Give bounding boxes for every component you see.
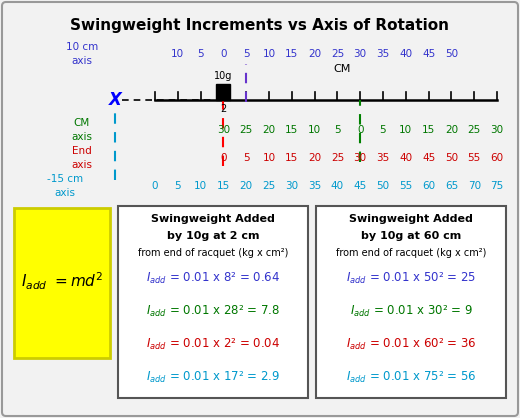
Text: 10 cm
axis: 10 cm axis xyxy=(66,42,98,66)
Text: $\mathit{I}_{add}$ $= md^2$: $\mathit{I}_{add}$ $= md^2$ xyxy=(21,270,103,292)
Text: 0: 0 xyxy=(152,181,158,191)
Text: 25: 25 xyxy=(331,49,344,59)
Text: 20: 20 xyxy=(240,181,253,191)
Text: Swingweight Added: Swingweight Added xyxy=(349,214,473,224)
Text: 15: 15 xyxy=(422,125,435,135)
Text: 20: 20 xyxy=(445,125,458,135)
Text: $\mathit{I}_{add}$ = 0.01 x 50² = 25: $\mathit{I}_{add}$ = 0.01 x 50² = 25 xyxy=(346,271,476,286)
Text: 30: 30 xyxy=(285,181,298,191)
Text: by 10g at 60 cm: by 10g at 60 cm xyxy=(361,231,461,241)
Text: 45: 45 xyxy=(422,49,435,59)
Text: 15: 15 xyxy=(285,125,298,135)
Text: 50: 50 xyxy=(445,49,458,59)
Text: 30: 30 xyxy=(490,125,503,135)
Text: 25: 25 xyxy=(467,125,481,135)
Text: 55: 55 xyxy=(467,153,481,163)
Text: 70: 70 xyxy=(467,181,481,191)
Text: X: X xyxy=(109,91,122,109)
Text: CM
axis: CM axis xyxy=(72,118,93,142)
Text: 30: 30 xyxy=(354,153,367,163)
Text: 50: 50 xyxy=(445,153,458,163)
Text: 10: 10 xyxy=(399,125,412,135)
Text: 30: 30 xyxy=(217,125,230,135)
Text: $\mathit{I}_{add}$ = 0.01 x 60² = 36: $\mathit{I}_{add}$ = 0.01 x 60² = 36 xyxy=(346,337,476,352)
Text: 5: 5 xyxy=(334,125,341,135)
Text: 5: 5 xyxy=(175,181,181,191)
Text: $\mathit{I}_{add}$ = 0.01 x 75² = 56: $\mathit{I}_{add}$ = 0.01 x 75² = 56 xyxy=(346,370,476,385)
Text: 15: 15 xyxy=(285,49,298,59)
Text: 45: 45 xyxy=(422,153,435,163)
Text: 50: 50 xyxy=(376,181,389,191)
Text: 35: 35 xyxy=(376,49,389,59)
Text: 35: 35 xyxy=(376,153,389,163)
Text: from end of racquet (kg x cm²): from end of racquet (kg x cm²) xyxy=(138,248,288,258)
Text: 2: 2 xyxy=(220,104,227,114)
Text: 55: 55 xyxy=(399,181,412,191)
Text: from end of racquet (kg x cm²): from end of racquet (kg x cm²) xyxy=(336,248,486,258)
Text: CM: CM xyxy=(334,64,351,74)
Text: by 10g at 2 cm: by 10g at 2 cm xyxy=(167,231,259,241)
Bar xyxy=(216,84,230,100)
Bar xyxy=(14,208,110,358)
Text: 15: 15 xyxy=(217,181,230,191)
Text: 25: 25 xyxy=(331,153,344,163)
Text: 15: 15 xyxy=(285,153,298,163)
Text: 40: 40 xyxy=(399,153,412,163)
Text: 10: 10 xyxy=(194,181,207,191)
Text: 5: 5 xyxy=(243,49,250,59)
Text: 40: 40 xyxy=(399,49,412,59)
Text: $\mathit{I}_{add}$ = 0.01 x 8² = 0.64: $\mathit{I}_{add}$ = 0.01 x 8² = 0.64 xyxy=(146,271,280,286)
Text: Swingweight Increments vs Axis of Rotation: Swingweight Increments vs Axis of Rotati… xyxy=(71,18,449,33)
Text: 10g: 10g xyxy=(214,71,232,81)
Text: 25: 25 xyxy=(240,125,253,135)
Text: 30: 30 xyxy=(354,49,367,59)
Text: 20: 20 xyxy=(263,125,276,135)
Bar xyxy=(316,206,506,398)
Text: 0: 0 xyxy=(220,49,227,59)
Text: 75: 75 xyxy=(490,181,504,191)
Text: 10: 10 xyxy=(263,153,276,163)
Text: 45: 45 xyxy=(354,181,367,191)
Text: 20: 20 xyxy=(308,153,321,163)
Text: -15 cm
axis: -15 cm axis xyxy=(47,174,83,198)
Text: 10: 10 xyxy=(308,125,321,135)
Text: 40: 40 xyxy=(331,181,344,191)
Text: 65: 65 xyxy=(445,181,458,191)
Bar xyxy=(118,206,308,398)
Text: 35: 35 xyxy=(308,181,321,191)
Text: 5: 5 xyxy=(243,153,250,163)
Text: 60: 60 xyxy=(490,153,503,163)
Text: 5: 5 xyxy=(380,125,386,135)
Text: $\mathit{I}_{add}$ = 0.01 x 28² = 7.8: $\mathit{I}_{add}$ = 0.01 x 28² = 7.8 xyxy=(146,304,280,319)
Text: 10: 10 xyxy=(263,49,276,59)
Text: End
axis: End axis xyxy=(72,146,93,170)
Text: 0: 0 xyxy=(357,125,363,135)
Text: 10: 10 xyxy=(171,49,185,59)
Text: $\mathit{I}_{add}$ = 0.01 x 17² = 2.9: $\mathit{I}_{add}$ = 0.01 x 17² = 2.9 xyxy=(146,370,280,385)
Text: 60: 60 xyxy=(422,181,435,191)
Text: Swingweight Added: Swingweight Added xyxy=(151,214,275,224)
Text: 0: 0 xyxy=(220,153,227,163)
Text: $\mathit{I}_{add}$ = 0.01 x 30² = 9: $\mathit{I}_{add}$ = 0.01 x 30² = 9 xyxy=(349,304,472,319)
Text: 5: 5 xyxy=(197,49,204,59)
Text: $\mathit{I}_{add}$ = 0.01 x 2² = 0.04: $\mathit{I}_{add}$ = 0.01 x 2² = 0.04 xyxy=(146,337,280,352)
Text: 20: 20 xyxy=(308,49,321,59)
Text: 25: 25 xyxy=(263,181,276,191)
